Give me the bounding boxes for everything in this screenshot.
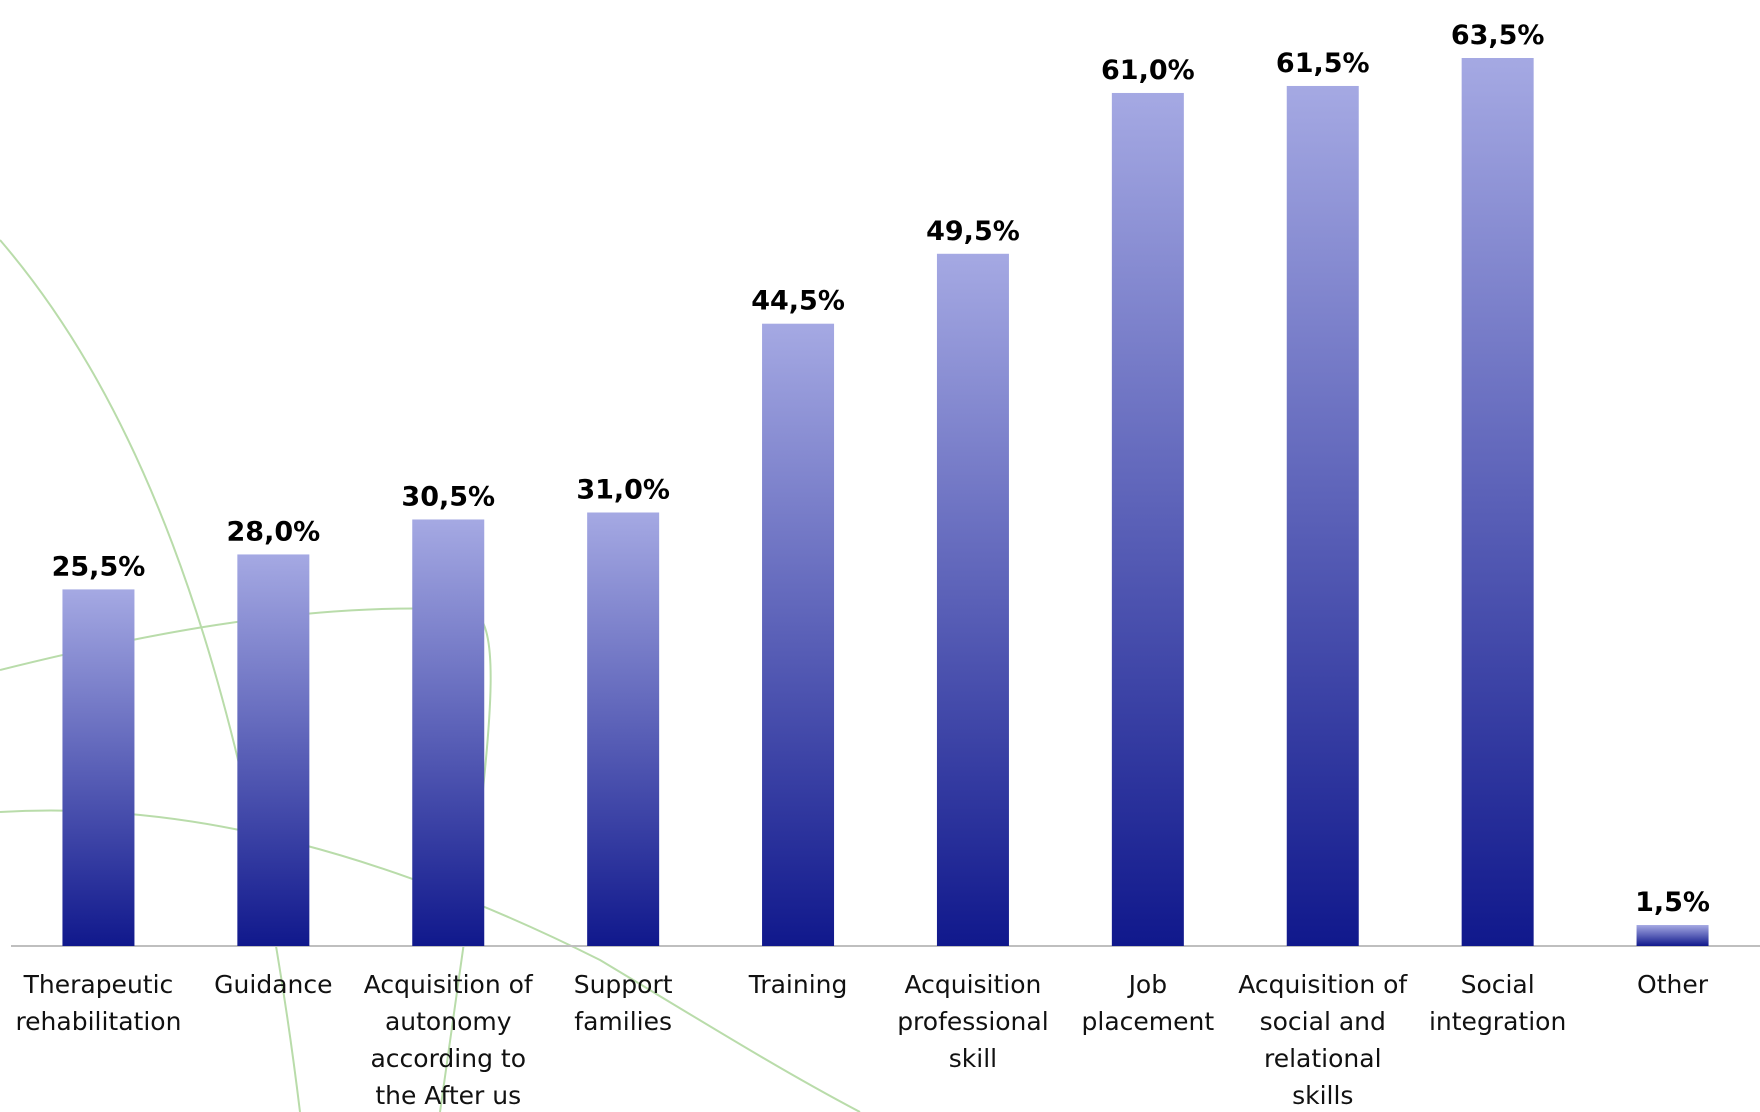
x-tick-label: Social integration	[1428, 970, 1567, 1036]
bar	[762, 323, 835, 946]
value-label: 31,0%	[576, 474, 670, 505]
value-label: 30,5%	[401, 481, 495, 512]
x-tick-label: Support families	[573, 970, 673, 1036]
value-label: 63,5%	[1451, 20, 1545, 51]
x-tick-label: Job placement	[1081, 970, 1215, 1036]
bar	[412, 519, 485, 946]
bar	[1636, 925, 1709, 946]
value-label: 25,5%	[52, 551, 146, 582]
x-tick-label: Acquisition professional skill	[897, 970, 1049, 1073]
value-label: 44,5%	[751, 286, 845, 317]
x-tick-label: Acquisition of autonomy according to the…	[363, 970, 533, 1110]
bar	[1461, 58, 1534, 946]
bar	[62, 589, 135, 946]
value-label: 61,0%	[1101, 55, 1195, 86]
x-tick-label: Guidance	[214, 970, 333, 999]
x-tick-label: Training	[748, 970, 848, 999]
value-label: 1,5%	[1635, 887, 1710, 918]
bar	[1111, 92, 1184, 946]
value-label: 49,5%	[926, 216, 1020, 247]
bar	[237, 554, 310, 946]
bar	[1286, 85, 1359, 946]
value-label: 61,5%	[1276, 48, 1370, 79]
bar	[587, 512, 660, 946]
x-tick-label: Therapeutic rehabilitation	[15, 970, 182, 1036]
value-label: 28,0%	[227, 516, 321, 547]
x-tick-label: Other	[1637, 970, 1709, 999]
x-tick-label: Acquisition of social and relational ski…	[1238, 970, 1408, 1110]
bar	[936, 253, 1009, 946]
